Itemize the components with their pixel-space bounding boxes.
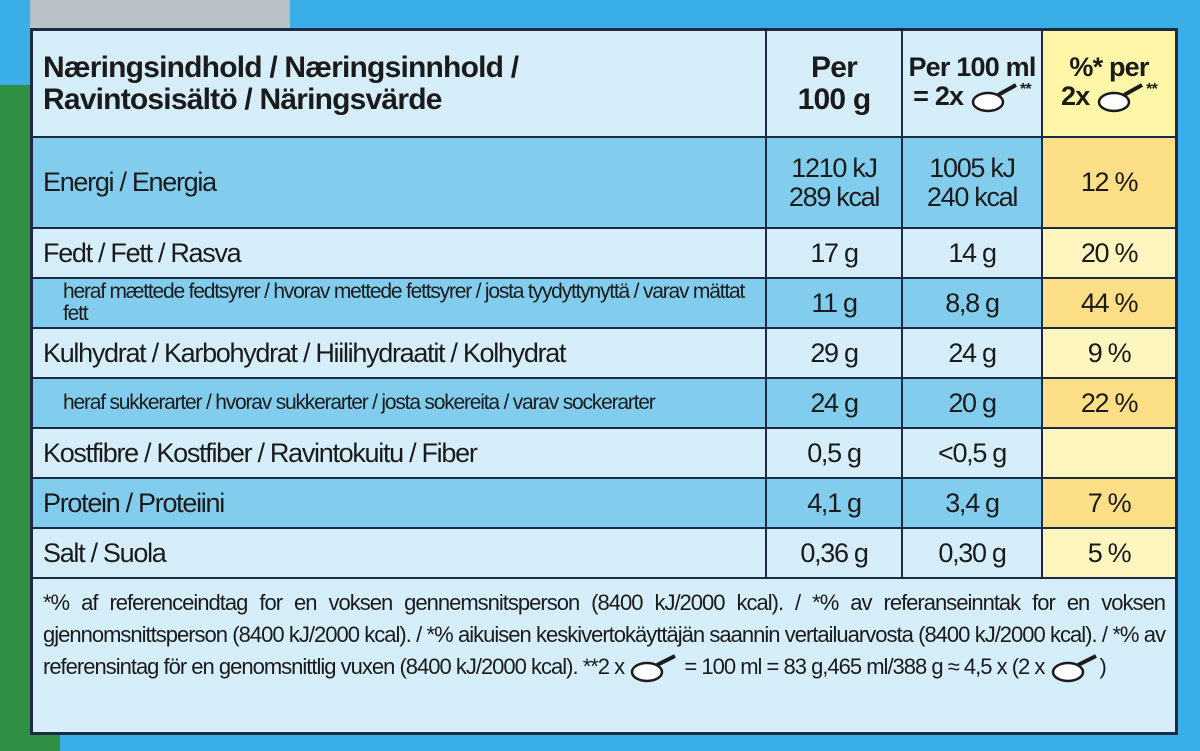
header-title-line: Ravintosisältö / Näringsvärde (43, 82, 442, 116)
background-image (30, 0, 290, 30)
value-cell: 14 g (903, 229, 1043, 279)
header-col: Per 100 g (767, 31, 903, 138)
header-text: ** (1019, 80, 1032, 98)
footnote-text: **2 x (582, 654, 625, 679)
header-title-line: Næringsindhold / Næringsinnhold / (43, 51, 519, 84)
cell-text: 24 g (948, 337, 997, 368)
percent-cell: 9 % (1043, 329, 1175, 379)
row-label: heraf sukkerarter / hvorav sukkerarter /… (33, 379, 767, 429)
row-label: Protein / Proteiini (33, 479, 767, 529)
spoon-icon (971, 82, 1017, 112)
spoon-icon (1097, 82, 1144, 112)
header-text: Per (811, 51, 858, 84)
value-cell: 1210 kJ 289 kcal (767, 138, 903, 229)
spoon-icon (1051, 654, 1097, 683)
value-cell: 0,36 g (767, 529, 903, 579)
cell-text: Protein / Proteiini (43, 487, 225, 518)
footnote-text: ) (1099, 654, 1107, 679)
value-cell: 17 g (767, 229, 903, 279)
header-text: ** (1146, 80, 1158, 98)
cell-text: 240 kcal (926, 181, 1018, 212)
footnote-text: *% af referenceindtag for en voksen genn… (43, 590, 1166, 679)
cell-text: 24 g (810, 387, 859, 418)
value-cell: 8,8 g (903, 279, 1043, 329)
percent-cell: 20 % (1043, 229, 1175, 279)
header-title: Næringsindhold / Næringsinnhold / Ravint… (33, 31, 767, 138)
percent-cell: 44 % (1043, 279, 1175, 329)
cell-text: 17 g (810, 237, 859, 268)
cell-text: 1210 kJ (791, 153, 878, 184)
header-text: 100 g (797, 82, 872, 116)
value-cell: 24 g (767, 379, 903, 429)
header-text: %* per (1069, 52, 1149, 83)
cell-text: 20 g (948, 387, 997, 418)
cell-text: heraf mættede fedtsyrer / hvorav mettede… (63, 279, 745, 325)
row-label: Kostfibre / Kostfiber / Ravintokuitu / F… (33, 429, 767, 479)
cell-text: 8,8 g (945, 287, 1000, 318)
cell-text: 11 g (811, 287, 858, 318)
cell-text: 3,4 g (945, 487, 1000, 518)
row-label: heraf mættede fedtsyrer / hvorav mettede… (33, 279, 767, 329)
cell-text: 0,5 g (807, 437, 862, 468)
header-line: = 2x ** (913, 80, 1032, 114)
footnote-text: = 100 ml = 83 g,465 ml/388 g ≈ 4,5 x (2 … (684, 654, 1045, 679)
cell-text: 9 % (1087, 337, 1132, 368)
cell-text: <0,5 g (937, 437, 1007, 468)
header-text: 2x (1061, 80, 1090, 111)
cell-text: Kostfibre / Kostfiber / Ravintokuitu / F… (43, 437, 478, 468)
row-label: Fedt / Fett / Rasva (33, 229, 767, 279)
cell-text: 289 kcal (788, 181, 880, 212)
header-text: = 2x (913, 80, 964, 111)
cell-text: 7 % (1087, 487, 1132, 518)
cell-text: 29 g (810, 337, 859, 368)
value-cell: 11 g (767, 279, 903, 329)
cell-text: 14 g (948, 237, 997, 268)
value-cell: 4,1 g (767, 479, 903, 529)
header-text: Per 100 ml (908, 52, 1036, 83)
header-col: Per 100 ml = 2x ** (903, 31, 1043, 138)
cell-text: 44 % (1080, 287, 1139, 318)
value-cell: <0,5 g (903, 429, 1043, 479)
cell-text: 0,36 g (800, 537, 869, 568)
nutrition-table: Næringsindhold / Næringsinnhold / Ravint… (30, 28, 1178, 735)
cell-text: Energi / Energia (43, 167, 217, 198)
header-line: 2x ** (1061, 80, 1158, 114)
cell-text: 0,30 g (938, 537, 1007, 568)
value-cell: 29 g (767, 329, 903, 379)
spoon-icon (631, 654, 677, 683)
cell-text: Fedt / Fett / Rasva (43, 237, 242, 268)
value-cell: 0,30 g (903, 529, 1043, 579)
value-cell: 3,4 g (903, 479, 1043, 529)
row-label: Energi / Energia (33, 138, 767, 229)
percent-cell: 12 % (1043, 138, 1175, 229)
header-col: %* per 2x ** (1043, 31, 1175, 138)
percent-cell: 22 % (1043, 379, 1175, 429)
cell-text: heraf sukkerarter / hvorav sukkerarter /… (63, 390, 656, 414)
cell-text: 4,1 g (807, 487, 862, 518)
cell-text: Kulhydrat / Karbohydrat / Hiilihydraatit… (43, 337, 566, 368)
value-cell: 1005 kJ 240 kcal (903, 138, 1043, 229)
percent-cell: 5 % (1043, 529, 1175, 579)
percent-cell: 7 % (1043, 479, 1175, 529)
value-cell: 0,5 g (767, 429, 903, 479)
cell-text: 22 % (1080, 387, 1139, 418)
cell-text: Salt / Suola (43, 537, 167, 568)
row-label: Kulhydrat / Karbohydrat / Hiilihydraatit… (33, 329, 767, 379)
cell-text: 5 % (1087, 537, 1132, 568)
footnote: *% af referenceindtag for en voksen genn… (33, 579, 1175, 732)
percent-cell (1043, 429, 1175, 479)
cell-text: 12 % (1080, 167, 1139, 198)
cell-text: 20 % (1080, 237, 1139, 268)
value-cell: 20 g (903, 379, 1043, 429)
cell-text: 1005 kJ (929, 153, 1016, 184)
value-cell: 24 g (903, 329, 1043, 379)
row-label: Salt / Suola (33, 529, 767, 579)
